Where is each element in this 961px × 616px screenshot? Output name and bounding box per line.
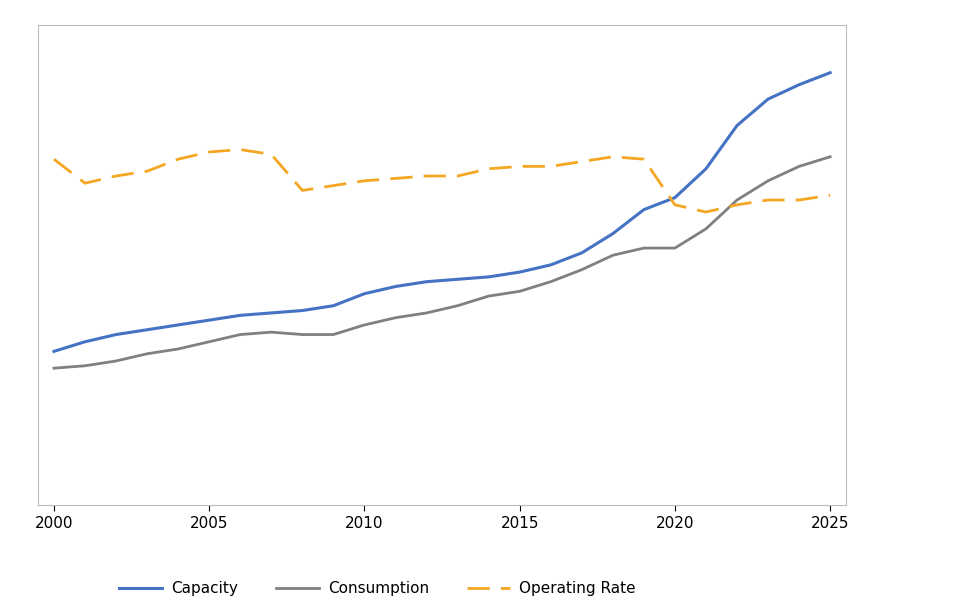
Legend: Capacity, Consumption, Operating Rate: Capacity, Consumption, Operating Rate	[113, 575, 642, 602]
